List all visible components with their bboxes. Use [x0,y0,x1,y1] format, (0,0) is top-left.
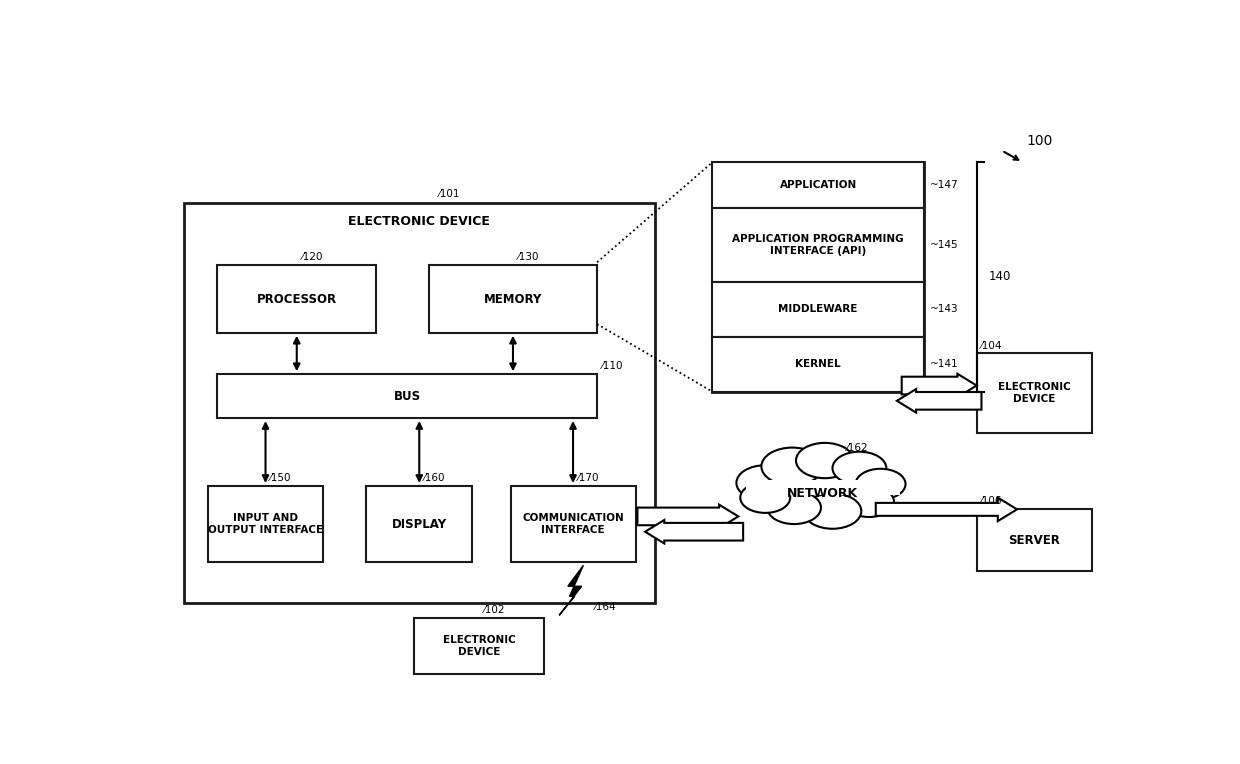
Bar [208,486,324,562]
Circle shape [844,487,894,517]
Bar [414,618,544,674]
Bar [712,162,924,392]
Bar [367,486,472,562]
Text: ⁄162: ⁄162 [847,443,868,454]
Bar [511,486,635,562]
Circle shape [832,452,887,484]
Bar [977,354,1092,433]
Circle shape [761,448,823,485]
Polygon shape [875,497,1017,521]
Bar [217,374,598,418]
Text: BUS: BUS [394,390,420,403]
Text: 100: 100 [1027,134,1053,147]
Text: ⁄106: ⁄106 [981,497,1002,507]
Circle shape [804,494,862,529]
Bar [429,265,596,333]
Polygon shape [737,443,905,529]
Circle shape [737,465,794,500]
Text: APPLICATION PROGRAMMING
INTERFACE (API): APPLICATION PROGRAMMING INTERFACE (API) [733,234,904,256]
Bar [712,282,924,337]
Text: ELECTRONIC
DEVICE: ELECTRONIC DEVICE [443,636,516,657]
Text: DISPLAY: DISPLAY [392,517,446,530]
Text: ⁄130: ⁄130 [518,252,539,262]
Text: SERVER: SERVER [1008,534,1060,547]
Text: ⁄120: ⁄120 [301,252,324,262]
Bar [977,510,1092,571]
Bar [712,162,924,208]
Circle shape [768,491,821,524]
Text: NETWORK: NETWORK [787,487,858,500]
Text: ⁄110: ⁄110 [601,361,624,371]
Bar [217,265,376,333]
Text: ⁄104: ⁄104 [981,341,1002,351]
Text: ⁄101: ⁄101 [439,189,460,199]
Text: ELECTRONIC DEVICE: ELECTRONIC DEVICE [348,215,490,228]
Polygon shape [897,389,982,413]
Circle shape [796,443,853,478]
Text: ⁄164: ⁄164 [595,602,616,612]
Text: MIDDLEWARE: MIDDLEWARE [779,304,858,314]
Text: ⁄170: ⁄170 [578,473,599,483]
Text: ~145: ~145 [930,240,959,250]
Polygon shape [559,565,583,615]
Text: MEMORY: MEMORY [484,293,542,306]
Bar [712,208,924,282]
Text: COMMUNICATION
INTERFACE: COMMUNICATION INTERFACE [522,513,624,535]
Text: ⁄102: ⁄102 [484,605,506,615]
Text: ELECTRONIC
DEVICE: ELECTRONIC DEVICE [998,382,1070,404]
Bar [184,203,655,604]
Text: PROCESSOR: PROCESSOR [257,293,337,306]
Polygon shape [901,374,977,397]
Text: ⁄160: ⁄160 [424,473,445,483]
Text: 140: 140 [988,270,1011,283]
Circle shape [856,469,905,500]
Text: ⁄150: ⁄150 [270,473,291,483]
Bar [712,337,924,392]
Text: APPLICATION: APPLICATION [780,180,857,190]
Text: KERNEL: KERNEL [795,359,841,369]
Text: ~141: ~141 [930,359,959,369]
Polygon shape [637,505,738,528]
Text: INPUT AND
OUTPUT INTERFACE: INPUT AND OUTPUT INTERFACE [208,513,324,535]
Polygon shape [645,520,743,543]
Text: ~143: ~143 [930,304,959,314]
Circle shape [740,482,790,513]
Polygon shape [746,480,900,494]
Text: ~147: ~147 [930,180,959,190]
